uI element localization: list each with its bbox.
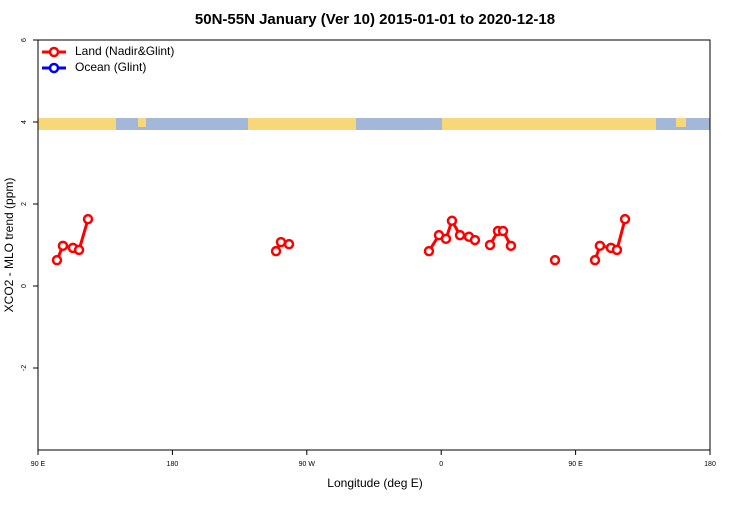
data-point [51,254,63,266]
x-tick-label: 90 E [568,461,583,468]
land-band [676,118,686,127]
series-line [55,218,90,261]
data-point [446,215,458,227]
land-band [138,118,146,127]
data-point [57,240,69,252]
data-point [454,229,466,241]
data-point [611,244,623,256]
data-point [594,240,606,252]
series-line [593,218,627,261]
data-point [275,236,287,248]
data-point [505,240,517,252]
y-tick-label: 2 [21,202,28,206]
y-axis-label: XCO2 - MLO trend (ppm) [2,178,16,313]
y-tick-label: -2 [21,365,28,371]
data-point [270,245,282,257]
data-point [619,213,631,225]
legend-label: Land (Nadir&Glint) [75,44,174,58]
data-point [484,239,496,251]
x-tick-label: 180 [167,461,179,468]
land-band [442,118,656,130]
x-tick-label: 0 [439,461,443,468]
legend-marker [48,46,60,58]
data-point [549,254,561,266]
land-band [38,118,116,130]
x-tick-label: 90 W [299,461,316,468]
data-point [497,225,509,237]
legend-marker [48,62,60,74]
data-point [283,238,295,250]
x-tick-label: 180 [704,461,716,468]
y-tick-label: 4 [21,120,28,124]
data-point [589,254,601,266]
chart-title: 50N-55N January (Ver 10) 2015-01-01 to 2… [195,11,555,28]
data-point [73,244,85,256]
data-point [423,245,435,257]
land-ocean-strip [38,118,710,130]
legend-label: Ocean (Glint) [75,60,146,74]
data-point [82,213,94,225]
y-tick-label: 0 [21,284,28,288]
plot-frame [37,39,711,451]
land-band [248,118,356,130]
data-point [440,233,452,245]
y-tick-label: 6 [21,38,28,42]
x-tick-label: 90 E [31,461,46,468]
x-axis-label: Longitude (deg E) [327,476,422,490]
data-point [469,234,481,246]
